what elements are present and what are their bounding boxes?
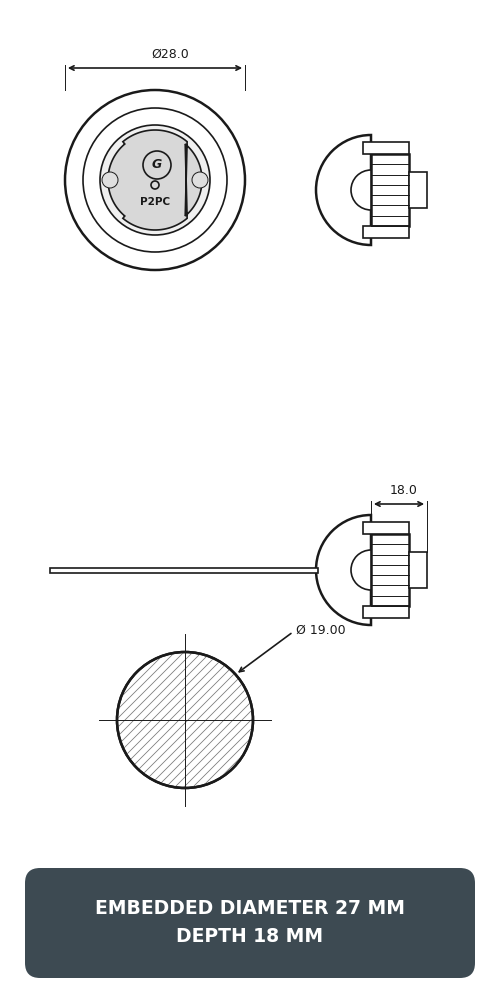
Circle shape bbox=[83, 108, 227, 252]
Wedge shape bbox=[351, 550, 371, 590]
Circle shape bbox=[102, 172, 118, 188]
Polygon shape bbox=[108, 130, 202, 230]
Bar bbox=[363, 522, 409, 534]
Text: G: G bbox=[152, 157, 162, 170]
Bar bbox=[363, 606, 409, 618]
Bar bbox=[371, 154, 409, 226]
Bar bbox=[409, 552, 427, 588]
Text: Ø 19.00: Ø 19.00 bbox=[296, 623, 346, 636]
Bar bbox=[50, 568, 318, 572]
FancyBboxPatch shape bbox=[25, 868, 475, 978]
Text: EMBEDDED DIAMETER 27 MM
DEPTH 18 MM: EMBEDDED DIAMETER 27 MM DEPTH 18 MM bbox=[95, 900, 405, 946]
Bar bbox=[409, 172, 427, 208]
Bar bbox=[363, 142, 409, 154]
Text: P2PC: P2PC bbox=[140, 197, 170, 207]
Bar bbox=[371, 534, 409, 606]
Text: 18.0: 18.0 bbox=[390, 484, 418, 497]
Wedge shape bbox=[351, 170, 371, 210]
Circle shape bbox=[65, 90, 245, 270]
Bar bbox=[363, 226, 409, 238]
Circle shape bbox=[100, 125, 210, 235]
Circle shape bbox=[117, 652, 253, 788]
Wedge shape bbox=[316, 135, 371, 245]
Wedge shape bbox=[316, 515, 371, 625]
Text: Ø28.0: Ø28.0 bbox=[151, 48, 189, 61]
Circle shape bbox=[192, 172, 208, 188]
